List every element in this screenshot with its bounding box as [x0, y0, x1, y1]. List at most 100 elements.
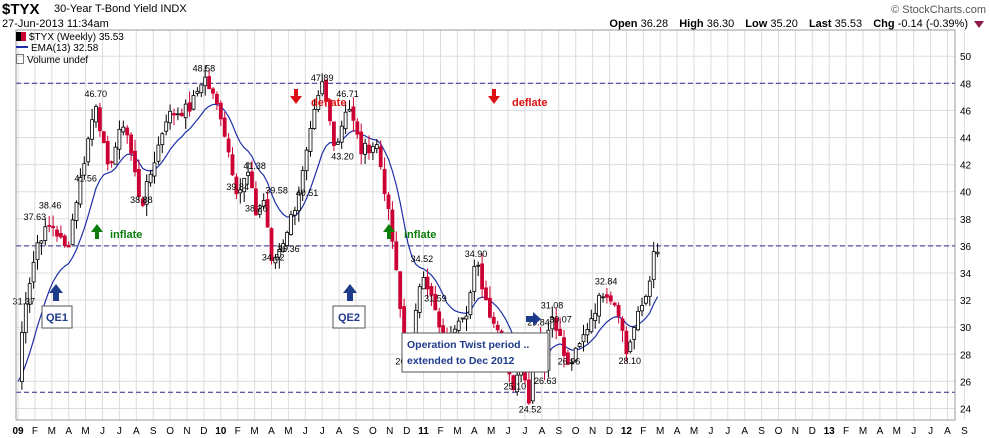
open-label: Open	[609, 18, 638, 30]
candle-body	[218, 102, 223, 120]
candle-body	[59, 233, 63, 238]
candle-body	[636, 310, 640, 331]
dropdown-triangle-icon[interactable]	[974, 21, 984, 29]
candle-body	[644, 295, 648, 304]
candle-body	[355, 121, 360, 135]
candle-body	[43, 226, 48, 241]
candle-body	[164, 121, 169, 132]
candle-body	[234, 176, 239, 195]
candle-body	[140, 198, 145, 206]
candle-body	[94, 105, 98, 123]
candle-body	[433, 293, 438, 311]
candle-body	[312, 109, 317, 130]
candle-body	[152, 162, 157, 177]
x-tick-label: A	[944, 426, 951, 437]
candle-body	[484, 287, 488, 301]
candle-body	[226, 138, 231, 153]
candle-body	[394, 241, 399, 271]
x-tick-label: N	[183, 426, 190, 437]
candle-body	[253, 188, 258, 216]
security-name: 30-Year T-Bond Yield	[54, 3, 158, 15]
x-tick-label: M	[48, 426, 56, 437]
deflate-arrow-1	[290, 89, 302, 104]
candle-body	[628, 341, 633, 353]
y-tick-label: 46	[960, 106, 972, 117]
x-tick-label: A	[674, 426, 681, 437]
y-tick-label: 30	[960, 323, 972, 334]
x-tick-label: O	[369, 426, 377, 437]
candle-body	[417, 286, 422, 313]
y-tick-label: 26	[960, 377, 972, 388]
candle-body	[655, 251, 660, 255]
candle-body	[429, 286, 434, 296]
x-tick-label: N	[386, 426, 393, 437]
candle-body	[121, 126, 126, 133]
candle-body	[285, 232, 290, 246]
x-tick-label: M	[250, 426, 258, 437]
y-tick-label: 38	[960, 215, 972, 226]
candle-body	[398, 271, 403, 309]
y-tick-label: 44	[960, 134, 972, 145]
candle-body	[331, 121, 336, 146]
x-tick-label: 09	[12, 426, 24, 437]
low-label: Low	[745, 18, 768, 30]
value-label: 31.37	[13, 297, 36, 307]
x-tick-label: J	[523, 426, 528, 437]
y-tick-label: 34	[960, 269, 972, 280]
candle-body	[378, 146, 383, 168]
value-label: 31.08	[541, 301, 564, 311]
candle-body	[577, 343, 582, 348]
candle-body	[230, 154, 235, 176]
value-label: 47.89	[311, 73, 334, 83]
candle-body	[23, 303, 28, 334]
inflate-label-1: inflate	[110, 229, 142, 241]
x-tick-label: S	[353, 426, 360, 437]
candle-body	[101, 131, 106, 144]
candle-body	[160, 133, 165, 145]
candle-body	[651, 251, 656, 281]
value-label: 26.63	[534, 376, 557, 386]
candle-body	[31, 261, 36, 283]
value-label: 34.62	[262, 253, 285, 263]
candle-body	[554, 317, 559, 331]
x-tick-label: M	[284, 426, 292, 437]
x-tick-label: 10	[215, 426, 227, 437]
value-label: 36.36	[277, 244, 300, 254]
x-tick-label: J	[100, 426, 105, 437]
candle-body	[273, 256, 278, 264]
candle-body	[66, 244, 71, 248]
qe2-arrow	[343, 284, 357, 301]
candle-body	[347, 109, 352, 112]
candle-body	[125, 127, 130, 136]
candle-body	[328, 99, 332, 122]
candle-body	[300, 170, 305, 193]
twist-label-line1: Operation Twist period ..	[407, 339, 529, 351]
candle-body	[51, 225, 55, 229]
x-tick-label: 12	[621, 426, 633, 437]
x-tick-label: A	[539, 426, 546, 437]
y-tick-label: 42	[960, 161, 972, 172]
candle-body	[35, 242, 40, 261]
qe2-box	[332, 305, 366, 329]
value-label: 38.88	[130, 195, 153, 205]
candle-body	[187, 102, 192, 112]
x-tick-label: J	[708, 426, 713, 437]
candle-body	[472, 266, 477, 292]
x-tick-label: N	[589, 426, 596, 437]
x-tick-label: J	[725, 426, 730, 437]
candle-legend-icon	[16, 32, 26, 41]
candle-body	[27, 283, 32, 305]
candle-body	[324, 80, 329, 102]
x-tick-label: F	[437, 426, 443, 437]
x-tick-label: J	[303, 426, 308, 437]
inflate-arrow-2	[383, 224, 395, 239]
candle-body	[320, 81, 325, 95]
candle-body	[203, 76, 208, 87]
candle-body	[452, 328, 457, 334]
candle-body	[261, 200, 266, 207]
candle-body	[390, 209, 395, 242]
candle-body	[573, 347, 578, 361]
high-label: High	[679, 18, 704, 30]
candle-body	[421, 277, 426, 290]
x-tick-label: D	[809, 426, 816, 437]
